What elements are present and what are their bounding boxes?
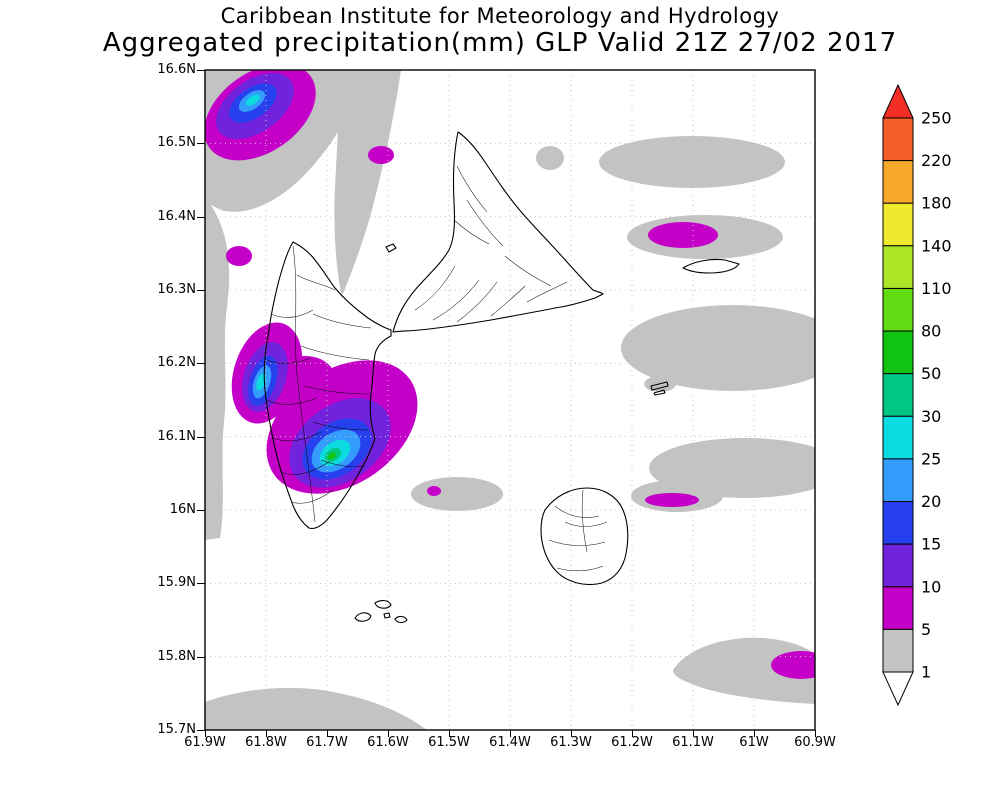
lon-tick-label: 61.8W [245,735,287,750]
colorbar-tick-label: 110 [921,279,952,298]
colorbar-tick-label: 80 [921,322,941,341]
lon-tick-mark [327,730,328,737]
island-basse-terre [263,241,392,530]
colorbar-segment [882,288,914,332]
colorbar-tick-label: 25 [921,449,941,468]
colorbar-segment [882,202,914,247]
lat-tick-mark [197,730,205,731]
lon-tick-label: 61.6W [367,735,409,750]
watershed-lines [266,165,608,572]
colorbar-segment [882,458,914,502]
lon-tick-mark [571,730,572,737]
lon-tick-mark [388,730,389,737]
colorbar-segment [882,330,914,375]
lat-tick-label: 16N [169,502,196,517]
lon-tick-label: 61.2W [611,735,653,750]
colorbar-segment [882,543,914,588]
lat-tick-mark [197,510,205,511]
colorbar-tick-label: 20 [921,492,941,511]
colorbar-segment [882,586,914,630]
colorbar-tick-label: 140 [921,236,952,255]
lat-tick-label: 16.5N [157,135,196,151]
precipitation-colorbar: 250 220 180 140 110 80 50 30 25 20 15 10 5 1 [880,83,1000,714]
islets-les-saintes [354,600,408,624]
lat-tick-label: 16.1N [157,428,196,444]
colorbar-segment [882,628,914,673]
island-la-desirade [682,258,740,274]
colorbar-segment [882,415,914,460]
lat-tick-label: 16.2N [157,355,196,371]
lon-tick-label: 61.7W [306,735,348,750]
colorbar-bottom-arrow [882,671,914,707]
islets-petite-terre [650,381,669,396]
chart-title: Aggregated precipitation(mm) GLP Valid 2… [102,28,898,58]
lon-tick-mark [754,730,755,737]
lat-tick-mark [197,656,205,658]
lat-tick-label: 15.7N [157,722,196,737]
lat-tick-label: 15.8N [157,648,196,664]
lon-tick-label: 61W [739,735,769,750]
lat-tick-label: 16.4N [157,208,196,224]
island-grande-terre [392,131,604,333]
lat-tick-label: 16.6N [157,62,196,77]
colorbar-tick-label: 250 [921,109,952,128]
islet-fajou [385,243,397,253]
lon-tick-label: 61.3W [550,735,592,750]
colorbar-segment [882,117,914,162]
colorbar-top-arrow [882,83,914,119]
colorbar-segment [882,160,914,204]
lat-tick-mark [197,216,205,218]
lat-tick-mark [197,70,205,71]
lat-tick-mark [197,583,205,585]
lat-tick-label: 15.9N [157,575,196,591]
coastlines [263,131,740,624]
colorbar-tick-label: 10 [921,577,941,596]
lat-tick-mark [197,290,205,291]
colorbar-tick-label: 1 [921,663,931,682]
island-marie-galante [540,487,629,586]
lon-tick-label: 61.5W [428,735,470,750]
lon-tick-mark [205,730,206,737]
colorbar-tick-label: 180 [921,194,952,213]
lon-tick-label: 61.1W [672,735,714,750]
lat-tick-mark [197,436,205,438]
lon-tick-label: 61.9W [184,735,226,750]
lat-tick-label: 16.3N [157,282,196,297]
colorbar-segment [882,245,914,289]
lon-tick-label: 61.4W [489,735,531,750]
institute-title: Caribbean Institute for Meteorology and … [220,4,780,28]
colorbar-segment [882,373,914,417]
lon-tick-mark [449,730,450,737]
colorbar-tick-label: 15 [921,535,941,554]
colorbar-segment [882,501,914,545]
lon-tick-label: 60.9W [794,735,836,750]
colorbar-tick-label: 50 [921,364,941,383]
lat-tick-mark [197,363,205,365]
lon-tick-mark [510,730,511,737]
colorbar-svg: 250 220 180 140 110 80 50 30 25 20 15 10 5 1 [882,83,952,707]
lon-tick-mark [693,730,694,737]
colorbar-tick-label: 30 [921,407,941,426]
lon-tick-mark [632,730,633,737]
map-svg [204,69,816,731]
gridlines [205,70,815,730]
colorbar-tick-label: 5 [921,620,931,639]
lat-tick-mark [197,143,205,145]
lon-tick-mark [815,730,816,737]
lon-tick-mark [266,730,267,737]
colorbar-tick-label: 220 [921,151,952,170]
